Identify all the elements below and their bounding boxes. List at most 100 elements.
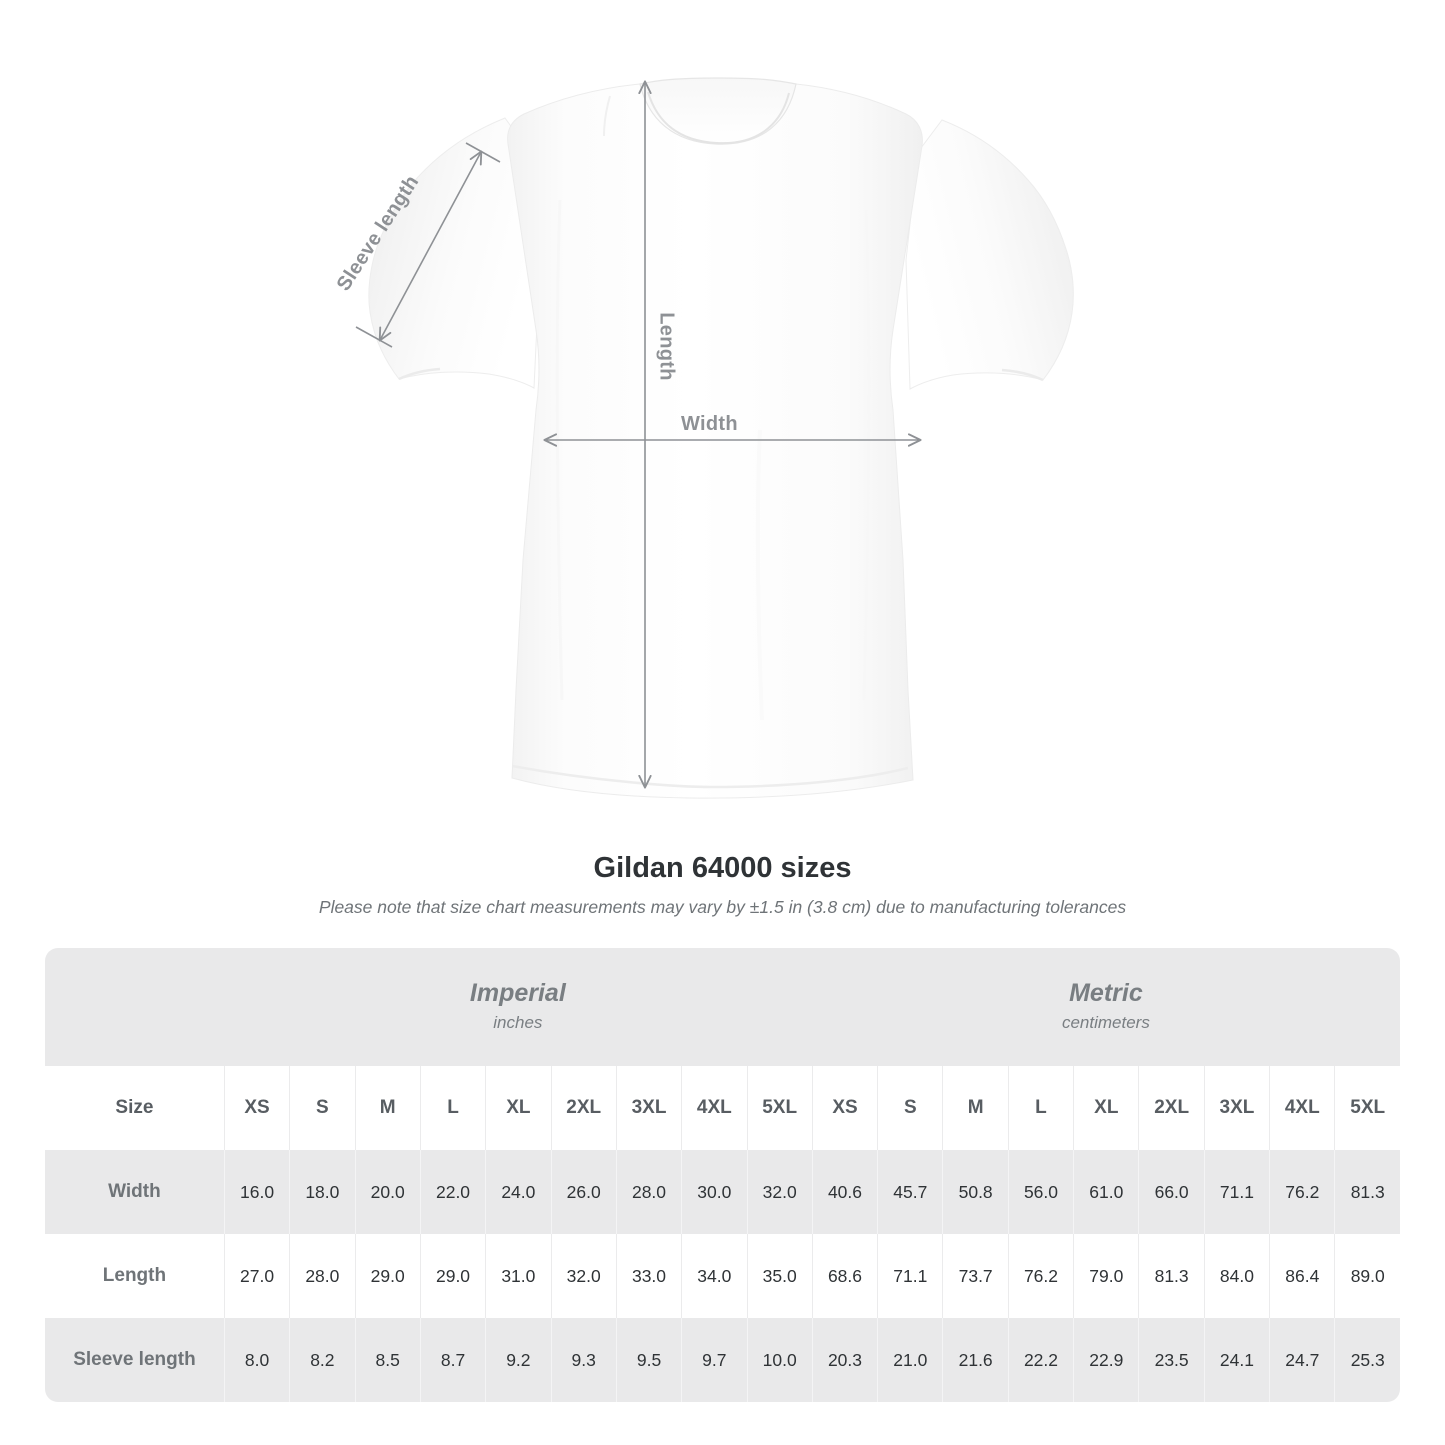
size-column-header: 2XL xyxy=(550,1066,616,1150)
measurement-cell: 22.0 xyxy=(419,1150,486,1234)
measurement-cell: 76.2 xyxy=(1007,1234,1074,1318)
measurement-row-label: Width xyxy=(45,1150,224,1234)
tolerance-note: Please note that size chart measurements… xyxy=(318,897,1127,917)
measurement-cell: 45.7 xyxy=(877,1150,943,1234)
width-dimension-label: Width xyxy=(681,413,738,435)
collar-seam xyxy=(647,91,790,145)
size-column-header: 4XL xyxy=(681,1066,747,1150)
measurement-cell: 31.0 xyxy=(485,1234,551,1318)
bottom-hem xyxy=(511,764,909,789)
measurement-cell: 22.9 xyxy=(1073,1318,1139,1402)
collar xyxy=(639,77,797,145)
imperial-unit-header-name: Imperial xyxy=(469,978,566,1007)
fold-left xyxy=(555,199,564,701)
metric-unit-header: Metric centimeters xyxy=(811,948,1400,1066)
measurement-cell: 29.0 xyxy=(419,1234,486,1318)
unit-header-spacer xyxy=(45,948,224,1066)
left-sleeve-hem xyxy=(398,367,441,381)
metric-unit-header-name: Metric xyxy=(1069,978,1143,1007)
measurement-cell: 68.6 xyxy=(811,1234,878,1318)
measurement-cell: 35.0 xyxy=(746,1234,812,1318)
shirt-body-group xyxy=(368,77,1074,799)
measurement-cell: 40.6 xyxy=(811,1150,878,1234)
size-column-header: L xyxy=(419,1066,486,1150)
table-row: Sleeve length 8.0 8.2 8.5 8.7 9.2 9.3 9.5 9.7 10.… xyxy=(45,1318,1400,1402)
size-header-row: Size XS S M L XL 2XL 3XL 4XL 5XL XS S M L XL 2XL 3XL 4XL 5… xyxy=(45,1066,1400,1150)
size-column-header: 3XL xyxy=(615,1066,682,1150)
measurement-cell: 10.0 xyxy=(746,1318,812,1402)
measurement-cell: 66.0 xyxy=(1138,1150,1204,1234)
measurement-cell: 50.8 xyxy=(942,1150,1008,1234)
measurement-cell: 8.2 xyxy=(289,1318,355,1402)
size-column-header: M xyxy=(354,1066,420,1150)
measurement-cell: 16.0 xyxy=(223,1150,290,1234)
right-sleeve-hem xyxy=(1001,368,1044,382)
measurement-cell: 71.1 xyxy=(877,1234,943,1318)
measurement-cell: 34.0 xyxy=(681,1234,747,1318)
measurement-cell: 84.0 xyxy=(1203,1234,1270,1318)
table-row: Length 27.0 28.0 29.0 29.0 31.0 32.0 33.0 34.0 35… xyxy=(45,1234,1400,1318)
measurement-cell: 23.5 xyxy=(1138,1318,1204,1402)
size-column-header: XL xyxy=(1073,1066,1139,1150)
measurement-row-label: Sleeve length xyxy=(45,1318,224,1402)
measurement-cell: 9.3 xyxy=(550,1318,616,1402)
size-column-header: XS xyxy=(223,1066,290,1150)
shoulder-seam-left xyxy=(603,95,611,137)
measurement-cell: 9.7 xyxy=(681,1318,747,1402)
sleeve-tick-top xyxy=(465,142,501,163)
tshirt-illustration xyxy=(355,77,1074,799)
size-column-header: 3XL xyxy=(1203,1066,1270,1150)
size-column-header: L xyxy=(1007,1066,1074,1150)
right-sleeve xyxy=(905,119,1074,390)
measurement-cell: 24.0 xyxy=(485,1150,551,1234)
measurement-cell: 56.0 xyxy=(1007,1150,1074,1234)
measurement-cell: 26.0 xyxy=(550,1150,616,1234)
measurement-cell: 21.0 xyxy=(877,1318,943,1402)
measurement-cell: 30.0 xyxy=(681,1150,747,1234)
sleeve-length-arrow xyxy=(378,150,483,342)
shirt-diagram: Sleeve length Length Width xyxy=(333,77,1074,799)
measurement-cell: 18.0 xyxy=(289,1150,355,1234)
measurement-cell: 9.2 xyxy=(485,1318,551,1402)
measurement-cell: 22.2 xyxy=(1007,1318,1074,1402)
size-column-header: 5XL xyxy=(1334,1066,1400,1150)
measurement-cell: 71.1 xyxy=(1203,1150,1270,1234)
imperial-unit-header-sub: inches xyxy=(493,1013,543,1033)
measurement-cell: 20.0 xyxy=(354,1150,420,1234)
measurement-cell: 27.0 xyxy=(223,1234,290,1318)
measurement-cell: 76.2 xyxy=(1269,1150,1335,1234)
imperial-unit-header: Imperial inches xyxy=(223,948,812,1066)
measurement-cell: 20.3 xyxy=(811,1318,878,1402)
measurement-cell: 33.0 xyxy=(615,1234,682,1318)
size-column-header: S xyxy=(877,1066,943,1150)
measurement-cell: 79.0 xyxy=(1073,1234,1139,1318)
size-column-header: XS xyxy=(811,1066,878,1150)
metric-unit-header-sub: centimeters xyxy=(1061,1013,1150,1033)
measurement-cell: 24.1 xyxy=(1203,1318,1270,1402)
measurement-cell: 81.3 xyxy=(1334,1150,1400,1234)
measurement-cell: 9.5 xyxy=(615,1318,682,1402)
measurement-row-label: Length xyxy=(45,1234,224,1318)
sleeve-tick-bottom xyxy=(355,326,393,348)
size-column-header: 2XL xyxy=(1138,1066,1204,1150)
measurement-cell: 81.3 xyxy=(1138,1234,1204,1318)
size-column-header: 5XL xyxy=(746,1066,812,1150)
measurement-cell: 61.0 xyxy=(1073,1150,1139,1234)
size-row-header: Size xyxy=(45,1066,224,1150)
measurement-cell: 28.0 xyxy=(615,1150,682,1234)
measurement-cell: 21.6 xyxy=(942,1318,1008,1402)
unit-header-row: Imperial inches Metric centimeters xyxy=(45,948,1400,1066)
measurement-cell: 8.0 xyxy=(223,1318,290,1402)
size-column-header: 4XL xyxy=(1269,1066,1335,1150)
page-title: Gildan 64000 sizes xyxy=(593,852,852,884)
measurement-cell: 29.0 xyxy=(354,1234,420,1318)
table-row: Width 16.0 18.0 20.0 22.0 24.0 26.0 28.0 30.0 32.… xyxy=(45,1150,1400,1234)
size-chart-table-wrapper: Imperial inches Metric centimeters Size XS S M L… xyxy=(45,948,1400,1402)
measurement-cell: 32.0 xyxy=(550,1234,616,1318)
size-chart-table: Imperial inches Metric centimeters Size XS S M L… xyxy=(45,948,1400,1402)
length-dimension-label: Length xyxy=(655,312,678,381)
measurement-cell: 32.0 xyxy=(746,1150,812,1234)
dimension-annotations xyxy=(355,80,922,789)
measurement-cell: 8.7 xyxy=(419,1318,486,1402)
measurement-cell: 28.0 xyxy=(289,1234,355,1318)
